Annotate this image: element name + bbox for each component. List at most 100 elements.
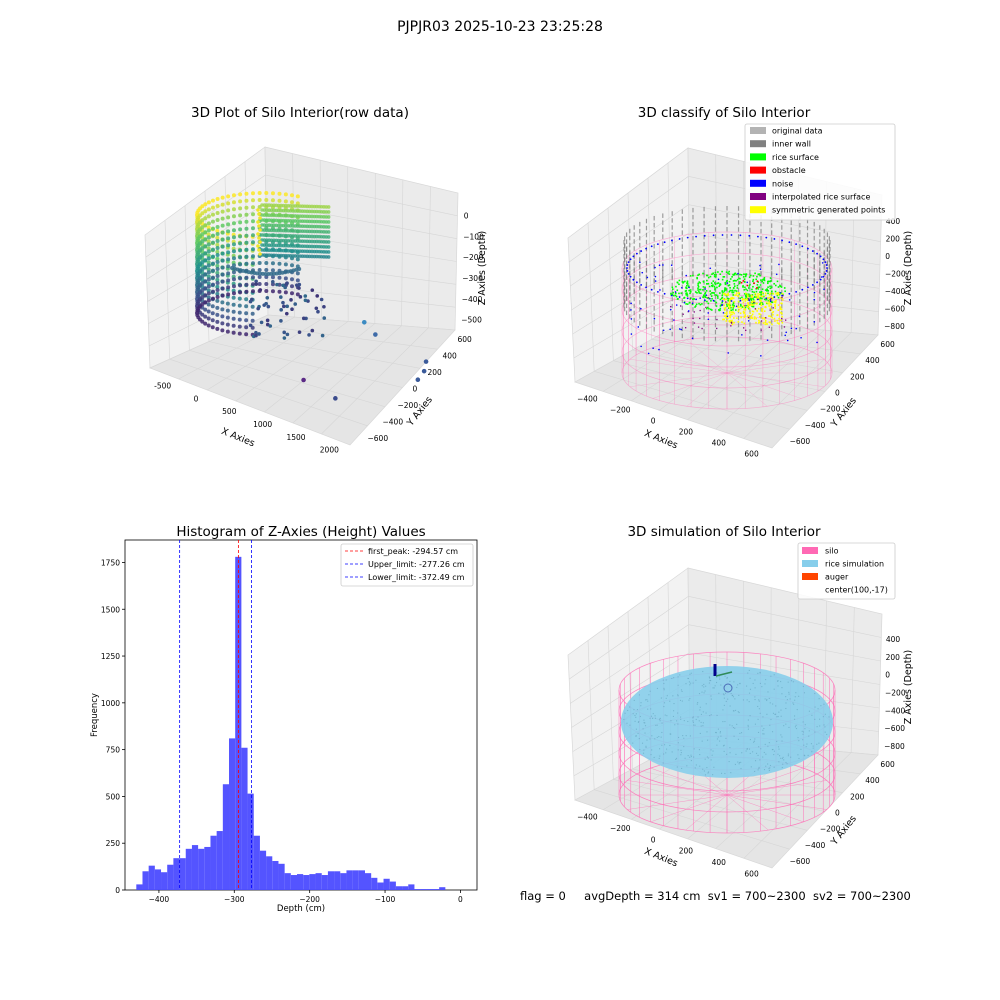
sim-legend-frame (797, 542, 896, 600)
raw-point (260, 271, 265, 276)
raw-point (293, 302, 298, 306)
wall-point (760, 242, 762, 248)
rice-surface-point (683, 297, 685, 299)
interpolated-point (781, 296, 783, 299)
rice-surface-point (769, 277, 772, 279)
rice-surface-point (696, 292, 698, 294)
raw-point (251, 261, 256, 266)
rice-simulation-point (747, 719, 749, 721)
rice-surface-point (709, 293, 712, 295)
symmetric-point (757, 293, 759, 295)
rice-simulation-point (748, 701, 750, 703)
rice-simulation-point (794, 715, 796, 717)
wall-point (645, 281, 648, 287)
raw-point (251, 219, 256, 224)
symmetric-point (768, 293, 771, 296)
rice-simulation-point (663, 702, 666, 704)
rice-simulation-point (720, 735, 722, 737)
raw-point (206, 298, 211, 303)
rice-surface-point (713, 282, 716, 284)
noise-point (825, 264, 828, 266)
rice-simulation-point (635, 735, 637, 737)
raw-point (220, 272, 225, 277)
wall-point (625, 295, 628, 300)
rice-surface-point (700, 292, 702, 295)
rice-surface-point (755, 290, 758, 293)
noise-point (636, 252, 638, 255)
raw-point (257, 224, 261, 228)
raw-point (282, 304, 286, 309)
rice-simulation-point (706, 739, 709, 741)
rice-surface-point (671, 286, 674, 289)
interpolated-point (772, 307, 774, 309)
rice-simulation-point (801, 730, 803, 732)
rice-surface-point (733, 283, 736, 285)
symmetric-point (725, 298, 728, 301)
noise-point (759, 264, 761, 267)
rice-simulation-point (737, 711, 739, 713)
symmetric-point (780, 319, 782, 321)
rice-simulation-point (759, 712, 761, 714)
wall-point (819, 260, 821, 265)
wall-point (726, 241, 728, 246)
rice-surface-point (724, 283, 727, 286)
noise-point (707, 312, 710, 314)
hist-bar (204, 846, 211, 890)
rice-simulation-point (663, 682, 665, 685)
rice-surface-point (697, 285, 700, 288)
raw-point (244, 325, 249, 330)
rice-surface-point (708, 307, 710, 310)
rice-simulation-point (802, 733, 804, 735)
raw-point (264, 289, 269, 294)
z-tick-label: −800 (884, 742, 905, 751)
wall-point (828, 285, 830, 290)
rice-simulation-point (750, 766, 752, 768)
wall-point (737, 241, 740, 246)
symmetric-point (766, 323, 768, 325)
wall-point (737, 287, 740, 293)
raw-point (203, 279, 208, 284)
wall-point (760, 256, 762, 262)
rice-simulation-point (701, 685, 703, 687)
rice-surface-point (752, 275, 755, 277)
noise-point (816, 281, 818, 284)
rice-simulation-point (674, 724, 676, 726)
rice-simulation-point (708, 682, 710, 684)
raw-point (250, 311, 255, 316)
rice-surface-point (749, 298, 752, 300)
rice-surface-point (714, 271, 717, 274)
symmetric-point (729, 314, 732, 316)
raw-point (200, 246, 205, 251)
symmetric-point (750, 303, 752, 306)
grid-line (688, 624, 881, 662)
rice-simulation-point (763, 727, 765, 730)
hist-x-ticks: −400 −300 −200 −100 0 (149, 890, 463, 904)
raw-point (257, 248, 261, 252)
wall-point (806, 296, 809, 301)
silo-spoke (726, 372, 802, 399)
raw-point (206, 253, 211, 258)
rice-simulation-point (804, 728, 806, 730)
noise-point (663, 241, 666, 244)
rice-simulation-point (767, 763, 769, 765)
noise-point (816, 341, 818, 344)
rice-surface-point (686, 293, 689, 296)
wall-point (828, 271, 830, 276)
rice-simulation-point (713, 766, 715, 768)
wall-point (629, 300, 631, 305)
x-tick-label: 2000 (320, 446, 339, 455)
rice-simulation-point (798, 757, 800, 760)
y-tick-label: 200 (850, 372, 865, 381)
rice-simulation-point (727, 698, 729, 700)
wall-point (681, 326, 683, 332)
rice-simulation-point (781, 693, 783, 695)
rice-simulation-point (680, 754, 682, 756)
raw-point (266, 271, 271, 276)
rice-simulation-point (643, 722, 645, 724)
z-tick-label: 0 (885, 671, 890, 680)
rice-simulation-point (763, 733, 765, 735)
symmetric-point (734, 294, 736, 297)
symmetric-point (776, 319, 779, 322)
wall-point (692, 256, 694, 262)
raw-point-cloud (195, 191, 331, 340)
